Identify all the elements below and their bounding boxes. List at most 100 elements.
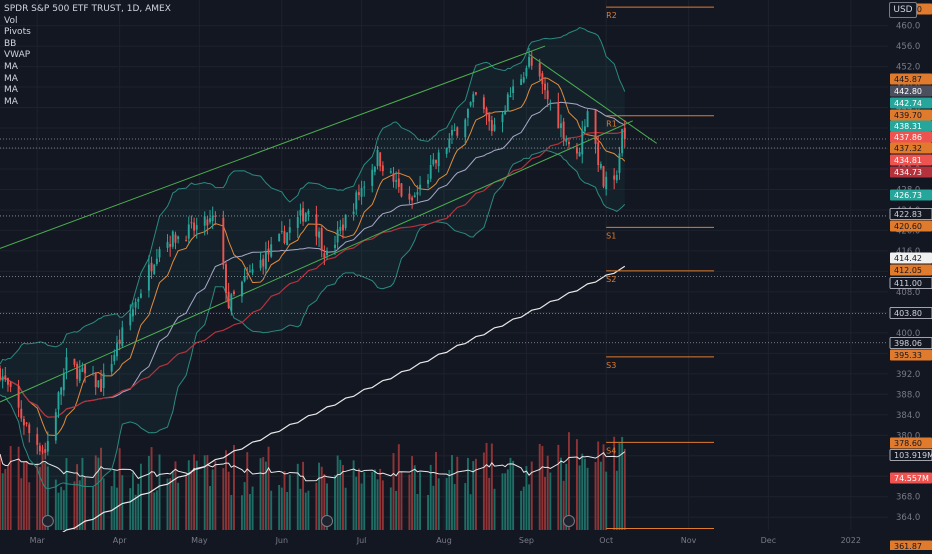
volume-bar [485,442,488,530]
volume-bar [464,483,467,530]
candle-body [222,217,225,265]
volume-bar [225,450,227,530]
volume-bar [65,458,68,530]
candle-body [110,364,113,372]
candle-body [474,92,477,95]
price-label-text: 422.83 [894,210,922,219]
candle-body [472,94,475,103]
volume-bar [355,476,358,530]
volume-bar [102,478,105,530]
volume-bar [190,470,193,530]
indicator-vwap[interactable]: VWAP [4,50,31,61]
candle-body [453,129,456,131]
volume-bar [227,471,230,530]
volume-bar [546,455,549,530]
volume-bar [150,447,153,530]
candle-body [118,339,121,344]
volume-bar [185,474,188,530]
indicator-pivots[interactable]: Pivots [4,27,31,38]
x-tick-label: 2022 [841,536,861,545]
currency-button[interactable]: USD [889,2,917,18]
candle-body [538,63,541,77]
candle-body [509,95,512,97]
volume-bar [92,486,95,530]
candle-body [1,376,4,381]
candle-body [288,227,291,233]
chart-legend: SPDR S&P 500 ETF TRUST, 1D, AMEX Vol Piv… [4,4,171,108]
candle-body [448,138,451,149]
candle-body [549,102,552,104]
volume-bar [597,441,600,530]
volume-bar [155,490,158,530]
indicator-ma-1[interactable]: MA [4,61,18,72]
volume-bar [246,452,249,530]
price-label-text: 439.70 [894,111,922,120]
candle-body [541,73,544,85]
volume-bar [318,462,320,530]
volume-bar [116,487,118,530]
y-tick-label: 388.0 [896,390,920,400]
candle-body [432,159,435,165]
volume-bar [307,490,310,530]
candle-body [451,130,453,136]
volume-bar [62,490,65,530]
volume-bar [509,457,512,530]
volume-bar [565,463,568,530]
indicator-ma-4[interactable]: MA [4,96,18,107]
volume-bar [581,453,584,530]
volume-bar [419,472,422,530]
candle-body [562,121,565,139]
candle-body [482,97,485,110]
candle-body [155,258,158,264]
candle-body [73,358,76,365]
volume-bar [41,446,44,530]
x-axis: Mar Apr May Jun Jul Aug Sep Oct Nov Dec 2022 [0,532,888,550]
symbol-title[interactable]: SPDR S&P 500 ETF TRUST, 1D, AMEX [4,4,171,14]
volume-bar [206,455,209,530]
volume-bar [9,446,12,530]
volume-bar [44,463,47,530]
volume-bar [400,471,403,530]
candle-body [302,208,305,222]
price-label-box [890,120,932,132]
price-label-box [890,166,932,178]
volume-bar [139,463,142,530]
indicator-vol[interactable]: Vol [4,15,18,26]
price-label-box [890,142,932,154]
candle-body [379,152,382,167]
indicator-ma-2[interactable]: MA [4,73,18,84]
candle-body [618,153,621,173]
indicator-bb[interactable]: BB [4,38,17,49]
volume-bar [578,465,581,530]
volume-bar [110,486,113,530]
volume-bar [363,472,366,530]
volume-bar [453,483,456,530]
volume-bar [448,469,451,530]
candle-body [286,232,289,245]
candle-body [97,380,100,388]
volume-bar [84,476,87,530]
x-tick-label: Nov [681,536,697,545]
pivot-label: S2 [606,275,616,284]
candle-body [371,169,374,186]
volume-bar [283,471,286,530]
volume-bar [381,480,384,530]
candle-body [360,187,363,197]
volume-bar [429,464,432,530]
candle-body [464,119,467,138]
volume-bar [97,457,100,530]
candle-body [488,113,491,122]
price-label-box [890,131,932,143]
price-label-box [890,85,932,97]
indicator-ma-3[interactable]: MA [4,85,18,96]
y-tick-label: 384.0 [896,411,920,421]
candle-body [520,79,523,86]
x-tick-label: Aug [436,536,452,545]
volume-bar [427,494,430,530]
candle-body [373,167,376,172]
price-label-text: 434.73 [894,168,922,177]
candle-body [336,229,339,243]
y-tick-label: 452.0 [896,63,920,73]
